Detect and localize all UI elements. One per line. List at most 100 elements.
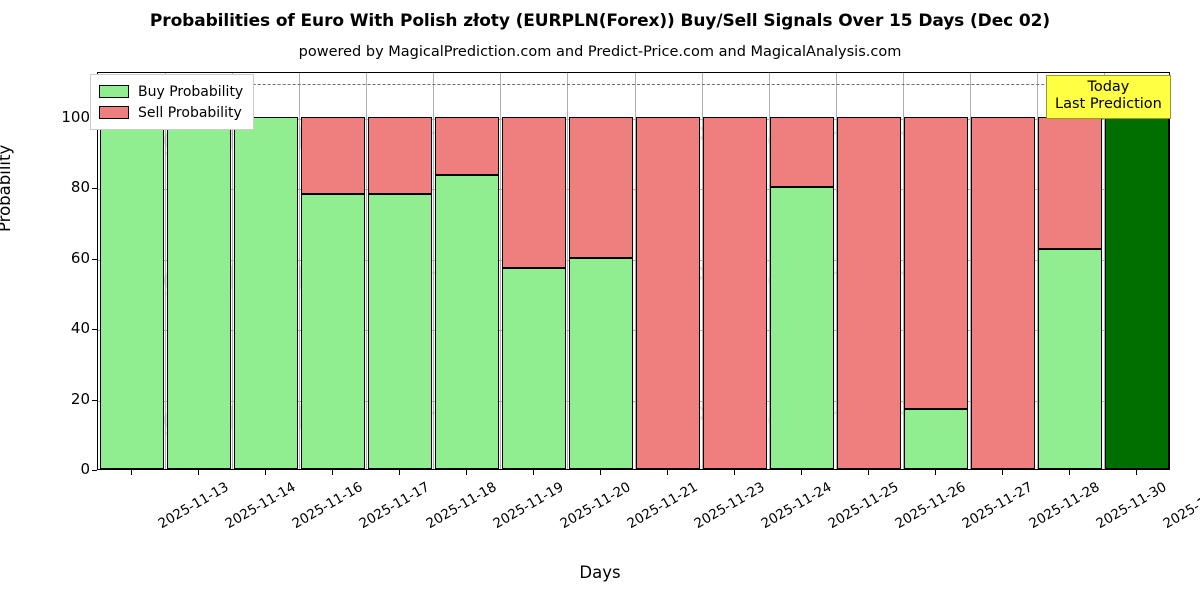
bar-group[interactable]	[367, 73, 432, 469]
bar-group[interactable]	[971, 73, 1036, 469]
x-tick-label-2025-11-24: 2025-11-24	[758, 479, 835, 533]
gridline-x-2025-11-16	[232, 73, 233, 469]
y-axis-label: Probability	[0, 144, 14, 232]
x-tick-label-2025-11-19: 2025-11-19	[490, 479, 567, 533]
gridline-y-100	[98, 118, 1169, 120]
plot-inner: MagicalAnalysis.comMagicalPrediction.com…	[98, 73, 1169, 469]
y-tick-label-100: 100	[61, 107, 90, 126]
bar-segment-buy[interactable]	[233, 116, 298, 469]
gridline-x-2025-11-14	[165, 73, 166, 469]
bar-segment-sell[interactable]	[501, 116, 566, 269]
bar-group[interactable]	[300, 73, 365, 469]
bar-segment-sell[interactable]	[904, 116, 969, 410]
bar-segment-sell[interactable]	[367, 116, 432, 195]
bar-segment-buy[interactable]	[99, 116, 164, 469]
x-tick-mark-2025-11-28	[1002, 470, 1004, 475]
gridline-x-2025-11-26	[836, 73, 837, 469]
gridline-x-2025-11-28	[970, 73, 971, 469]
legend-item-sell[interactable]: Sell Probability	[99, 102, 243, 123]
bar-segment-sell[interactable]	[770, 116, 835, 188]
x-tick-label-2025-11-18: 2025-11-18	[423, 479, 500, 533]
legend-label-buy: Buy Probability	[138, 83, 244, 100]
x-tick-label-2025-11-14: 2025-11-14	[222, 479, 299, 533]
bar-segment-sell[interactable]	[703, 116, 768, 469]
today-annotation-line1: Today	[1087, 79, 1130, 95]
bar-group[interactable]	[636, 73, 701, 469]
x-tick-label-2025-11-13: 2025-11-13	[155, 479, 231, 533]
bar-segment-buy[interactable]	[501, 268, 566, 469]
x-tick-label-2025-11-21: 2025-11-21	[624, 479, 701, 533]
x-tick-mark-2025-11-14	[197, 470, 199, 475]
bar-segment-buy[interactable]	[904, 409, 969, 469]
y-tick-mark-40	[92, 329, 97, 331]
bar-group[interactable]	[501, 73, 566, 469]
x-tick-label-2025-11-23: 2025-11-23	[691, 479, 768, 533]
y-tick-mark-0	[92, 470, 97, 471]
legend-swatch-sell-icon	[99, 106, 129, 119]
bar-segment-sell[interactable]	[434, 116, 499, 175]
bar-segment-sell[interactable]	[568, 116, 633, 258]
bar-group[interactable]	[166, 73, 231, 469]
bar-segment-buy[interactable]	[300, 194, 365, 469]
y-tick-label-20: 20	[70, 389, 90, 408]
gridline-x-2025-11-25	[769, 73, 770, 469]
gridline-x-2025-11-18	[366, 73, 367, 469]
gridline-y-80	[98, 189, 1169, 191]
bar-segment-sell[interactable]	[636, 116, 701, 469]
threshold-dashed-line	[98, 83, 1169, 85]
y-tick-label-60: 60	[70, 248, 90, 267]
bar-group[interactable]	[770, 73, 835, 469]
gridline-x-2025-11-20	[500, 73, 501, 469]
x-tick-label-2025-11-25: 2025-11-25	[825, 479, 902, 533]
legend-item-buy[interactable]: Buy Probability	[99, 81, 243, 102]
bar-segment-buy[interactable]	[770, 187, 835, 469]
bar-segment-buy[interactable]	[166, 116, 231, 469]
bar-group[interactable]	[99, 73, 164, 469]
gridline-x-2025-12-01	[1104, 73, 1105, 469]
legend-swatch-buy-icon	[99, 85, 129, 98]
x-tick-label-2025-11-28: 2025-11-28	[1026, 479, 1103, 533]
x-tick-mark-2025-11-13	[130, 470, 132, 475]
bar-segment-buy[interactable]	[1038, 248, 1103, 469]
x-tick-mark-2025-11-18	[398, 470, 400, 475]
x-tick-label-2025-11-30: 2025-11-30	[1093, 479, 1170, 533]
bar-segment-buy[interactable]	[367, 194, 432, 469]
bar-group[interactable]	[904, 73, 969, 469]
x-tick-mark-2025-11-20	[532, 470, 534, 475]
bar-segment-sell[interactable]	[971, 116, 1036, 469]
bar-group[interactable]	[568, 73, 633, 469]
x-tick-mark-2025-11-24	[734, 470, 736, 475]
chart-legend: Buy Probability Sell Probability	[90, 74, 255, 130]
x-tick-mark-2025-11-25	[801, 470, 803, 475]
gridline-x-2025-11-23	[635, 73, 636, 469]
bar-segment-sell[interactable]	[1038, 116, 1103, 249]
bar-group[interactable]	[837, 73, 902, 469]
y-tick-label-0: 0	[80, 460, 90, 478]
bar-segment-buy[interactable]	[568, 257, 633, 469]
bar-segment-buy[interactable]	[434, 174, 499, 469]
x-tick-label-2025-11-26: 2025-11-26	[892, 479, 969, 533]
gridline-y-60	[98, 259, 1169, 261]
bar-group[interactable]	[434, 73, 499, 469]
bar-group[interactable]	[703, 73, 768, 469]
y-tick-mark-80	[92, 188, 97, 190]
bar-today[interactable]	[1105, 116, 1169, 469]
x-tick-label-2025-11-20: 2025-11-20	[557, 479, 634, 533]
x-tick-label-2025-11-17: 2025-11-17	[356, 479, 433, 533]
gridline-x-2025-11-21	[567, 73, 568, 469]
gridline-x-2025-11-27	[903, 73, 904, 469]
x-tick-mark-2025-11-23	[667, 470, 669, 475]
x-tick-mark-2025-11-26	[868, 470, 870, 475]
chart-title: Probabilities of Euro With Polish złoty …	[149, 11, 1051, 31]
bar-group[interactable]	[233, 73, 298, 469]
x-tick-mark-2025-11-27	[935, 470, 937, 475]
gridline-x-2025-11-24	[702, 73, 703, 469]
bar-group[interactable]	[1105, 73, 1169, 469]
x-tick-label-2025-11-27: 2025-11-27	[959, 479, 1036, 533]
bar-segment-sell[interactable]	[300, 116, 365, 195]
gridline-y-40	[98, 330, 1169, 332]
x-tick-mark-2025-12-01	[1136, 470, 1138, 475]
bar-group[interactable]	[1038, 73, 1103, 469]
bar-segment-sell[interactable]	[837, 116, 902, 469]
